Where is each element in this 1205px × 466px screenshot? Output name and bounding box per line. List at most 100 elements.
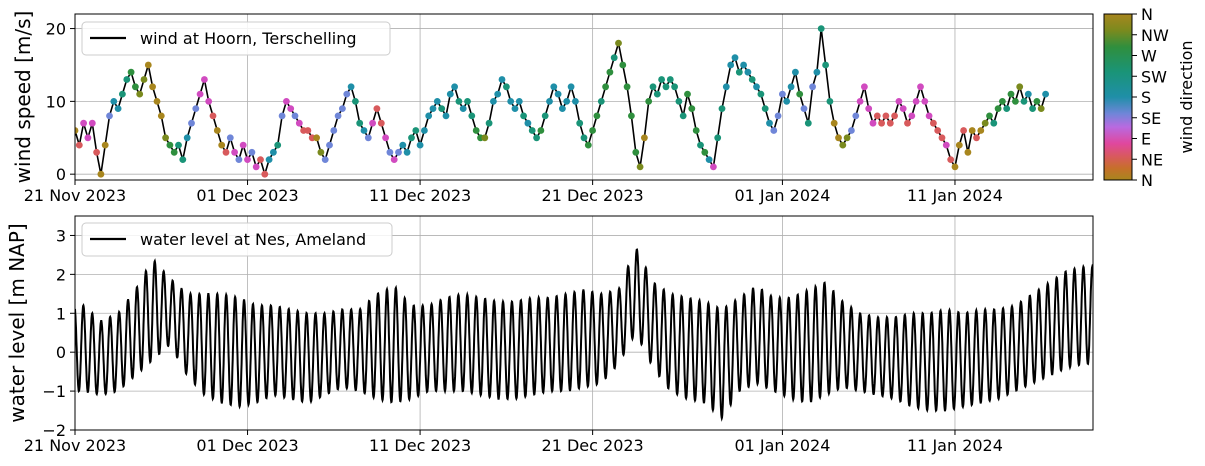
wind-point xyxy=(1024,90,1032,98)
wind-point xyxy=(1042,90,1049,98)
wind-point xyxy=(438,105,446,112)
wind-point xyxy=(615,39,622,47)
wind-point xyxy=(671,83,678,91)
wind-point xyxy=(490,98,497,105)
wind-point xyxy=(960,127,967,134)
wind-point xyxy=(597,98,605,105)
wind-point xyxy=(861,83,868,91)
wind-point xyxy=(986,112,993,120)
wind-point xyxy=(84,134,92,142)
wind-point xyxy=(183,134,191,142)
wind-point xyxy=(295,119,303,127)
colorbar-tick-label: SE xyxy=(1141,109,1161,128)
wind-point xyxy=(878,119,885,127)
wind-point xyxy=(692,127,700,134)
wind-point xyxy=(567,83,575,91)
colorbar-label: wind direction xyxy=(1177,40,1196,153)
wind-point xyxy=(485,119,493,127)
colorbar-tick-label: N xyxy=(1141,171,1153,190)
wind-point xyxy=(360,127,368,134)
wind-point xyxy=(632,148,640,156)
wind-point xyxy=(386,148,394,156)
wind-point xyxy=(451,83,458,91)
wind-point xyxy=(464,98,471,105)
wind-point xyxy=(537,127,545,134)
water-ticks: 21 Nov 2023 01 Dec 2023 11 Dec 2023 21 Dec … xyxy=(24,226,1003,455)
wind-point xyxy=(649,83,657,91)
wind-point xyxy=(705,156,713,164)
wind-point xyxy=(955,141,963,149)
wind-point xyxy=(433,98,441,105)
wind-point xyxy=(835,134,842,142)
wind-marks xyxy=(75,25,1049,178)
wind-point xyxy=(684,90,691,98)
wind-point xyxy=(761,105,769,112)
wind-point xyxy=(1029,105,1036,112)
wind-legend: wind at Hoorn, Terschelling xyxy=(81,21,391,56)
wind-point xyxy=(101,141,109,149)
y-tick-label: 3 xyxy=(56,226,66,245)
wind-point xyxy=(899,105,907,112)
wind-y-axis-label: wind speed [m/s] xyxy=(11,11,35,184)
wind-point xyxy=(942,141,950,149)
wind-point xyxy=(869,119,877,127)
wind-point xyxy=(951,163,959,171)
colorbar-ticks: N NW WSW S SE ENE N xyxy=(1132,5,1169,190)
wind-point xyxy=(153,98,161,105)
wind-point xyxy=(498,76,506,83)
wind-point xyxy=(904,119,911,127)
wind-point xyxy=(239,141,247,149)
wind-point xyxy=(679,112,687,120)
wind-point xyxy=(97,170,105,178)
wind-point xyxy=(541,112,549,120)
wind-point xyxy=(287,105,295,112)
x-tick-label: 01 Jan 2024 xyxy=(734,436,830,455)
wind-point xyxy=(602,83,609,91)
wind-point xyxy=(119,90,126,98)
wind-point xyxy=(925,112,933,120)
wind-point xyxy=(408,134,415,142)
wind-point xyxy=(740,61,747,69)
wind-legend-box xyxy=(81,21,391,56)
wind-point xyxy=(714,134,722,142)
wind-point xyxy=(373,105,381,112)
colorbar-tick-label: SW xyxy=(1141,67,1167,86)
wind-point xyxy=(1012,98,1019,105)
wind-point xyxy=(162,134,170,142)
wind-point xyxy=(235,156,243,164)
y-tick-label: −2 xyxy=(42,421,66,440)
wind-point xyxy=(226,134,234,142)
wind-point xyxy=(252,163,260,171)
wind-point xyxy=(1003,105,1011,112)
wind-point xyxy=(494,90,502,98)
wind-point xyxy=(399,141,407,149)
colorbar-tick-label: W xyxy=(1141,47,1157,66)
wind-point xyxy=(364,134,372,142)
x-tick-label: 21 Nov 2023 xyxy=(24,436,126,455)
wind-point xyxy=(352,98,359,105)
wind-point xyxy=(188,119,195,127)
wind-point xyxy=(800,105,808,112)
wind-point xyxy=(641,134,648,142)
wind-point xyxy=(610,54,618,62)
wind-point xyxy=(481,134,489,142)
wind-point xyxy=(93,148,100,156)
wind-point xyxy=(179,156,187,164)
wind-point xyxy=(127,68,135,76)
wind-series-line xyxy=(75,28,1047,178)
wind-point xyxy=(796,90,804,98)
wind-point xyxy=(75,141,83,149)
wind-point xyxy=(990,119,998,127)
wind-point xyxy=(446,90,454,98)
wind-point xyxy=(744,68,752,76)
wind-point xyxy=(1016,83,1024,91)
wind-point xyxy=(80,119,87,127)
wind-point xyxy=(873,112,881,120)
colorbar-tick-label: NW xyxy=(1141,26,1169,45)
wind-point xyxy=(377,119,385,127)
wind-point xyxy=(938,134,946,142)
water-legend: water level at Nes, Ameland xyxy=(81,222,393,257)
wind-point xyxy=(274,141,282,149)
x-tick-label: 21 Nov 2023 xyxy=(24,186,126,205)
y-tick-label: 0 xyxy=(56,343,66,362)
